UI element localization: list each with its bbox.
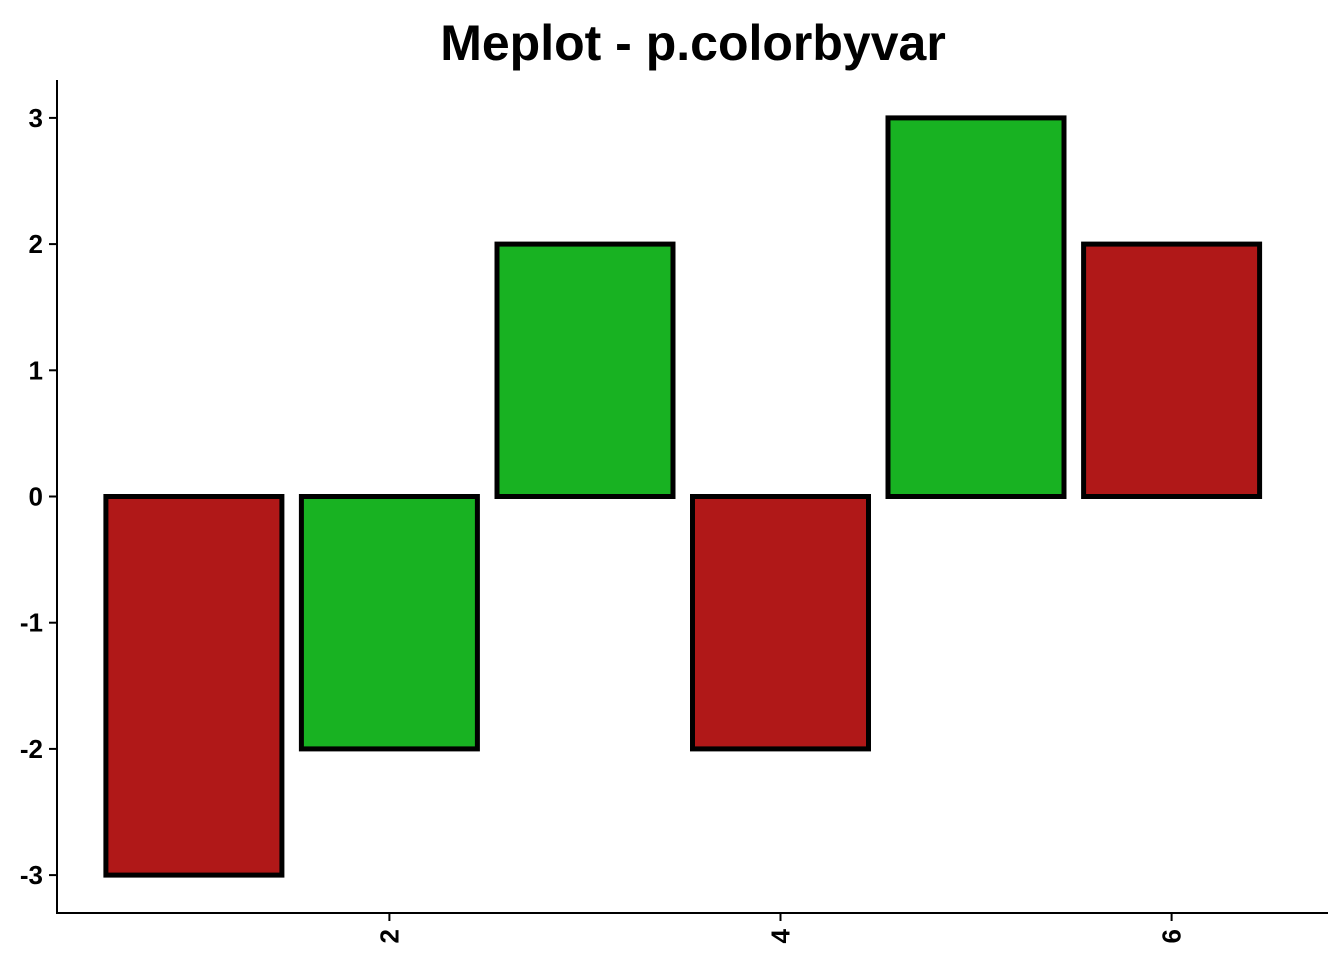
y-tick-label: -3 (20, 860, 43, 890)
bar-6 (1081, 241, 1263, 499)
y-tick-label: 0 (29, 482, 43, 512)
x-tick-label: 4 (766, 928, 796, 943)
x-tick-label: 6 (1157, 929, 1187, 943)
bar-4 (690, 494, 871, 752)
bars-group (103, 115, 1263, 878)
y-tick-label: 3 (29, 103, 43, 133)
bar-1 (103, 494, 285, 878)
bar-5 (885, 115, 1067, 500)
y-tick-label: -1 (20, 608, 43, 638)
x-tick-label: 2 (374, 929, 404, 943)
bar-2 (298, 494, 480, 752)
y-tick-label: 2 (29, 229, 43, 259)
y-tick-label: -2 (20, 734, 43, 764)
chart-title: Meplot - p.colorbyvar (440, 15, 946, 71)
bar-3 (494, 241, 676, 499)
y-axis-ticks: -3 -2 -1 0 1 2 3 (20, 103, 57, 890)
x-axis-ticks: 2 4 6 (374, 913, 1187, 943)
y-tick-label: 1 (29, 355, 43, 385)
